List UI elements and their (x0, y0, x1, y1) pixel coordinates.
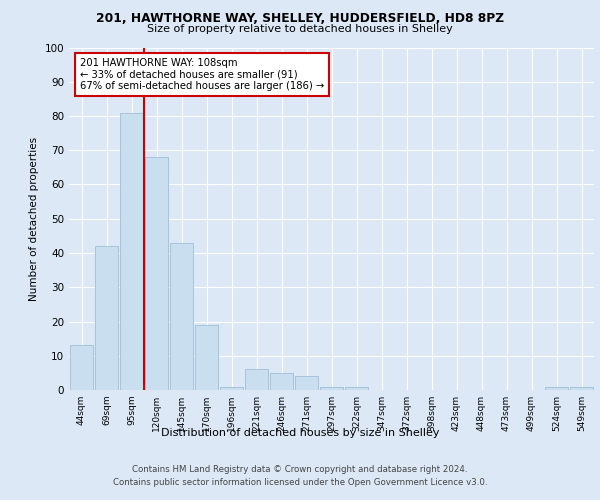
Text: Distribution of detached houses by size in Shelley: Distribution of detached houses by size … (161, 428, 439, 438)
Text: 201 HAWTHORNE WAY: 108sqm
← 33% of detached houses are smaller (91)
67% of semi-: 201 HAWTHORNE WAY: 108sqm ← 33% of detac… (79, 58, 324, 91)
Bar (295, 376, 319, 390)
Bar (545, 386, 568, 390)
Text: Contains public sector information licensed under the Open Government Licence v3: Contains public sector information licen… (113, 478, 487, 487)
Bar (569, 386, 593, 390)
Bar (344, 386, 368, 390)
Bar (70, 346, 94, 390)
Bar (170, 242, 193, 390)
Y-axis label: Number of detached properties: Number of detached properties (29, 136, 39, 301)
Text: Contains HM Land Registry data © Crown copyright and database right 2024.: Contains HM Land Registry data © Crown c… (132, 464, 468, 473)
Bar (269, 373, 293, 390)
Bar (95, 246, 118, 390)
Bar (320, 386, 343, 390)
Bar (145, 157, 169, 390)
Text: Size of property relative to detached houses in Shelley: Size of property relative to detached ho… (147, 24, 453, 34)
Bar (220, 386, 244, 390)
Bar (119, 112, 143, 390)
Bar (194, 325, 218, 390)
Bar (245, 370, 268, 390)
Text: 201, HAWTHORNE WAY, SHELLEY, HUDDERSFIELD, HD8 8PZ: 201, HAWTHORNE WAY, SHELLEY, HUDDERSFIEL… (96, 12, 504, 26)
